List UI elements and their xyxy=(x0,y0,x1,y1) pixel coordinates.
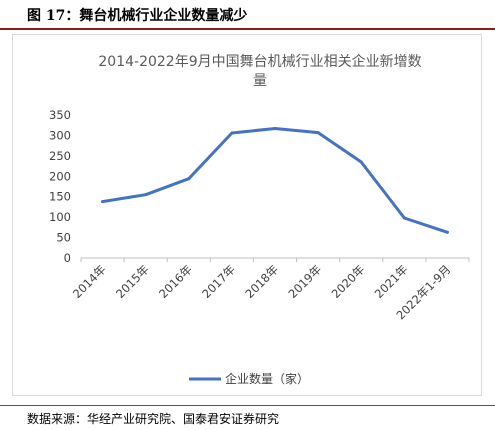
data-point xyxy=(144,193,148,197)
chart-frame: 2014-2022年9月中国舞台机械行业相关企业新增数 量 0 50 100 150 2… xyxy=(12,34,482,396)
legend: 企业数量（家） xyxy=(189,371,309,386)
header-rule xyxy=(0,28,495,30)
data-point xyxy=(316,131,320,135)
y-tick-label: 300 xyxy=(49,128,71,142)
y-tick-label: 350 xyxy=(49,108,71,122)
x-tick-label: 2019年 xyxy=(285,262,324,301)
data-point xyxy=(359,160,363,164)
y-tick-label: 100 xyxy=(49,210,71,224)
y-tick-label: 200 xyxy=(49,169,71,183)
x-tick-label: 2015年 xyxy=(113,262,152,301)
series-points xyxy=(101,126,449,234)
y-tick-label: 250 xyxy=(49,149,71,163)
data-point xyxy=(273,126,277,130)
x-tick-label: 2014年 xyxy=(70,262,109,301)
series-line-enterprise-count xyxy=(101,127,449,234)
y-axis-ticks: 0 50 100 150 200 250 300 350 xyxy=(49,108,71,265)
data-point xyxy=(101,200,105,204)
y-tick-label: 0 xyxy=(64,251,71,265)
x-tick-label: 2020年 xyxy=(329,262,368,301)
legend-label: 企业数量（家） xyxy=(225,371,309,386)
y-tick-label: 50 xyxy=(56,231,71,245)
x-tick-label: 2021年 xyxy=(372,262,411,301)
data-point xyxy=(230,131,234,135)
x-tick-label: 2017年 xyxy=(199,262,238,301)
data-point xyxy=(187,177,191,181)
source-note: 数据来源：华经产业研究院、国泰君安证券研究 xyxy=(27,412,280,426)
data-point xyxy=(402,216,406,220)
line-chart: 2014-2022年9月中国舞台机械行业相关企业新增数 量 0 50 100 150 2… xyxy=(49,53,470,386)
x-axis-ticks: 2014年 2015年 2016年 2017年 2018年 2019年 2020年 2021年… xyxy=(70,258,470,322)
data-point xyxy=(445,230,449,234)
footer-rule xyxy=(0,405,495,406)
x-tick-label: 2016年 xyxy=(156,262,195,301)
x-tick-label: 2018年 xyxy=(242,262,281,301)
figure-header: 图 17：舞台机械行业企业数量减少 xyxy=(0,0,495,30)
chart-title-line-1: 2014-2022年9月中国舞台机械行业相关企业新增数 xyxy=(98,53,421,70)
y-tick-label: 150 xyxy=(49,190,71,204)
chart-title-line-2: 量 xyxy=(253,73,267,89)
figure-title: 图 17：舞台机械行业企业数量减少 xyxy=(27,8,248,24)
